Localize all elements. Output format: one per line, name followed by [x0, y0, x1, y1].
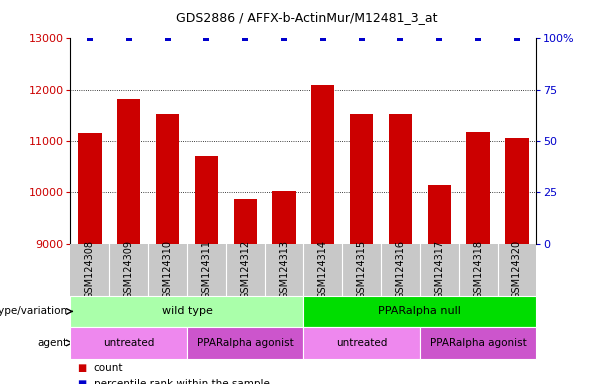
Text: GSM124313: GSM124313 [279, 240, 289, 299]
Bar [303, 327, 420, 359]
Bar [428, 185, 451, 244]
Bar [234, 199, 257, 244]
Text: GSM124310: GSM124310 [162, 240, 172, 299]
Text: GSM124320: GSM124320 [512, 240, 522, 299]
Text: GSM124309: GSM124309 [124, 240, 134, 299]
Text: untreated: untreated [336, 338, 387, 348]
Bar [70, 296, 303, 327]
Bar [70, 327, 187, 359]
Text: GSM124312: GSM124312 [240, 240, 250, 299]
Bar [272, 192, 295, 244]
Bar [505, 138, 528, 244]
Text: untreated: untreated [103, 338, 154, 348]
Bar [117, 99, 140, 244]
Text: agent: agent [37, 338, 67, 348]
Text: GSM124317: GSM124317 [435, 240, 444, 299]
Bar [78, 133, 102, 244]
Bar [389, 114, 412, 244]
Text: GSM124315: GSM124315 [357, 240, 367, 299]
Bar [156, 114, 179, 244]
Text: ■: ■ [77, 363, 86, 373]
Text: PPARalpha agonist: PPARalpha agonist [197, 338, 294, 348]
Text: GSM124318: GSM124318 [473, 240, 483, 299]
Text: PPARalpha null: PPARalpha null [378, 306, 462, 316]
Bar [187, 327, 303, 359]
Bar [303, 296, 536, 327]
Text: count: count [94, 363, 123, 373]
Text: GSM124308: GSM124308 [85, 240, 95, 299]
Text: GDS2886 / AFFX-b-ActinMur/M12481_3_at: GDS2886 / AFFX-b-ActinMur/M12481_3_at [176, 12, 437, 25]
Bar [466, 132, 490, 244]
Bar [311, 84, 335, 244]
Text: PPARalpha agonist: PPARalpha agonist [430, 338, 527, 348]
Text: ■: ■ [77, 379, 86, 384]
Bar [350, 114, 373, 244]
Text: wild type: wild type [162, 306, 212, 316]
Text: genotype/variation: genotype/variation [0, 306, 67, 316]
Bar [420, 327, 536, 359]
Bar [195, 156, 218, 244]
Text: percentile rank within the sample: percentile rank within the sample [94, 379, 270, 384]
Text: GSM124311: GSM124311 [202, 240, 211, 299]
Text: GSM124316: GSM124316 [395, 240, 405, 299]
Text: GSM124314: GSM124314 [318, 240, 328, 299]
